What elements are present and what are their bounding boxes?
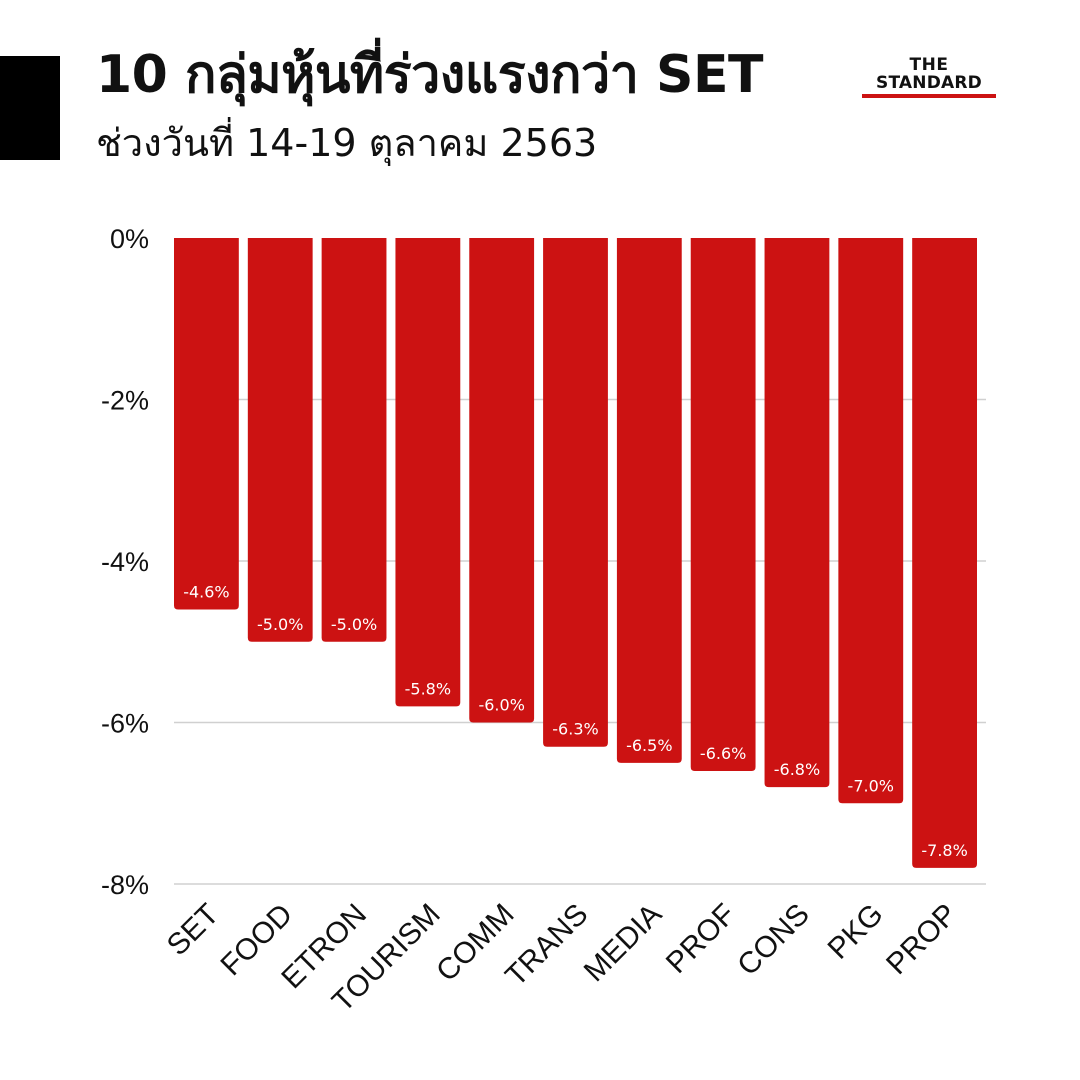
y-tick-label: -8% bbox=[101, 870, 149, 900]
bar bbox=[469, 238, 535, 723]
y-tick-label: -6% bbox=[101, 709, 149, 739]
y-tick-label: -4% bbox=[101, 547, 149, 577]
data-label: -6.8% bbox=[774, 760, 820, 779]
bar bbox=[616, 238, 682, 763]
logo-line-2: STANDARD bbox=[876, 73, 982, 93]
data-label: -6.0% bbox=[478, 696, 524, 715]
data-label: -5.8% bbox=[405, 679, 451, 698]
the-standard-logo: THE STANDARD bbox=[862, 56, 996, 98]
data-label: -6.6% bbox=[700, 744, 746, 763]
data-label: -5.0% bbox=[257, 615, 303, 634]
logo-underline bbox=[862, 94, 996, 98]
chart-subtitle: ช่วงวันที่ 14-19 ตุลาคม 2563 bbox=[96, 121, 598, 165]
bar bbox=[395, 238, 461, 707]
data-label: -6.3% bbox=[552, 720, 598, 739]
bar bbox=[247, 238, 313, 642]
x-tick-label: PROF bbox=[660, 898, 742, 980]
y-tick-label: -2% bbox=[101, 386, 149, 416]
x-tick-label: PROP bbox=[880, 898, 963, 981]
bar bbox=[174, 238, 239, 610]
bar bbox=[543, 238, 608, 747]
x-tick-label: PKG bbox=[822, 898, 890, 966]
bar bbox=[912, 238, 977, 868]
x-tick-label: MEDIA bbox=[578, 898, 669, 989]
bar bbox=[764, 238, 830, 788]
bar bbox=[321, 238, 387, 642]
data-label: -7.0% bbox=[848, 776, 894, 795]
bar bbox=[690, 238, 756, 771]
x-tick-label: SET bbox=[161, 898, 226, 963]
x-tick-label: TRANS bbox=[499, 898, 594, 993]
accent-block bbox=[0, 56, 60, 160]
chart-title: 10 กลุ่มหุ้นที่ร่วงแรงกว่า SET bbox=[96, 45, 763, 105]
data-label: -7.8% bbox=[921, 841, 967, 860]
data-label: -6.5% bbox=[626, 736, 672, 755]
bar bbox=[838, 238, 904, 804]
data-label: -4.6% bbox=[183, 582, 229, 601]
data-label: -5.0% bbox=[331, 615, 377, 634]
x-tick-label: CONS bbox=[731, 898, 816, 983]
logo-line-1: THE bbox=[909, 55, 949, 75]
y-tick-label: 0% bbox=[110, 224, 149, 254]
